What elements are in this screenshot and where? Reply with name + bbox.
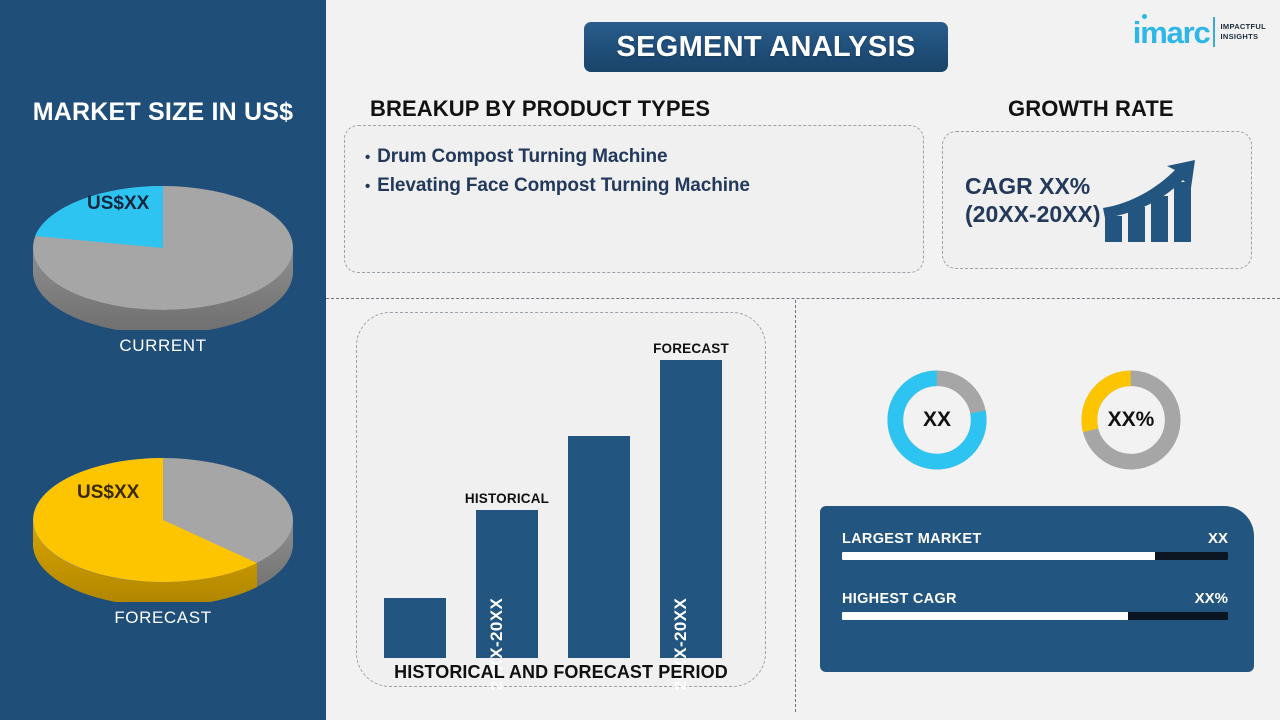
stat-row-largest-market: LARGEST MARKET XX — [842, 530, 1228, 560]
vertical-divider — [795, 300, 796, 712]
pie-chart-forecast: US$XX — [25, 432, 301, 602]
list-item: • Elevating Face Compost Turning Machine — [365, 171, 923, 200]
market-size-sidebar: MARKET SIZE IN US$ US$XX — [0, 0, 326, 720]
logo-dot-icon — [1141, 14, 1147, 19]
highest-cagr-value: XX% — [1194, 590, 1228, 607]
bar-3 — [568, 436, 630, 658]
logo-tagline-line1: IMPACTFUL — [1220, 21, 1266, 31]
bar-4-top-label: FORECAST — [653, 341, 729, 356]
product-label: Elevating Face Compost Turning Machine — [377, 175, 750, 197]
growth-arrow-bars-icon — [1102, 160, 1195, 242]
banner-title: SEGMENT ANALYSIS — [616, 30, 916, 63]
cagr-donut-label: XX% — [1107, 408, 1155, 431]
largest-market-value: XX — [1207, 530, 1228, 547]
pie-current-value-label: US$XX — [87, 193, 150, 214]
logo-wordmark: imarc — [1132, 14, 1211, 50]
pie-current-svg — [33, 185, 293, 330]
cagr-donut: XX% — [1076, 365, 1186, 475]
product-label: Drum Compost Turning Machine — [377, 146, 668, 167]
sidebar-title: MARKET SIZE IN US$ — [32, 98, 294, 126]
bar-4: FORECAST 20XX-20XX — [653, 341, 729, 690]
product-types-box: • Drum Compost Turning Machine • Elevati… — [344, 125, 924, 273]
stat-row-highest-cagr: HIGHEST CAGR XX% — [842, 590, 1228, 620]
market-value-donut: XX — [882, 365, 992, 475]
largest-market-label: LARGEST MARKET — [842, 531, 982, 547]
highest-cagr-progress-track — [842, 612, 1228, 620]
product-types-list: • Drum Compost Turning Machine • Elevati… — [345, 126, 923, 201]
main-panel: SEGMENT ANALYSIS imarc IMPACTFUL INSIGHT… — [326, 0, 1280, 720]
pie-forecast-caption: FORECAST — [114, 608, 212, 627]
bullet-icon: • — [365, 149, 371, 166]
market-stats-card: LARGEST MARKET XX HIGHEST CAGR XX% — [820, 506, 1254, 672]
bar-2: HISTORICAL 20XX-20XX — [465, 491, 549, 690]
horizontal-divider — [326, 298, 1280, 299]
current-market-size-pie: US$XX CURRENT — [0, 160, 326, 356]
logo-divider — [1212, 17, 1215, 47]
logo-tagline-line2: INSIGHTS — [1220, 32, 1259, 41]
cagr-value: CAGR XX% — [965, 172, 1091, 199]
pie-forecast-value-label: US$XX — [77, 482, 140, 503]
pie-forecast-svg — [32, 458, 293, 602]
chart-axis-caption: HISTORICAL AND FORECAST PERIOD — [394, 662, 728, 682]
largest-market-progress-fill — [842, 552, 1155, 560]
list-item: • Drum Compost Turning Machine — [365, 142, 923, 171]
products-section-heading: BREAKUP BY PRODUCT TYPES — [370, 96, 711, 121]
imarc-logo: imarc IMPACTFUL INSIGHTS — [1133, 12, 1266, 52]
forecast-market-size-pie: US$XX FORECAST — [0, 432, 326, 628]
cagr-period: (20XX-20XX) — [965, 201, 1101, 227]
pie-current-caption: CURRENT — [119, 336, 207, 355]
growth-rate-box: CAGR XX% (20XX-20XX) — [942, 131, 1252, 269]
logo-tagline: IMPACTFUL INSIGHTS — [1221, 22, 1266, 42]
historical-forecast-bar-chart: HISTORICAL 20XX-20XX FORECAST 20XX-20XX — [356, 312, 766, 690]
largest-market-progress-track — [842, 552, 1228, 560]
market-value-donut-label: XX — [922, 408, 951, 431]
pie-chart-current: US$XX — [25, 160, 301, 330]
segment-analysis-banner: SEGMENT ANALYSIS — [584, 22, 948, 72]
growth-section-heading: GROWTH RATE — [1008, 96, 1174, 121]
bar-1 — [384, 598, 446, 658]
cagr-donut-svg — [1081, 370, 1181, 470]
bar-2-top-label: HISTORICAL — [464, 491, 550, 506]
highest-cagr-progress-fill — [842, 612, 1128, 620]
market-value-donut-svg — [887, 370, 987, 470]
cagr-text: CAGR XX% (20XX-20XX) — [965, 172, 1101, 228]
bullet-icon: • — [365, 178, 371, 196]
highest-cagr-label: HIGHEST CAGR — [842, 591, 957, 607]
